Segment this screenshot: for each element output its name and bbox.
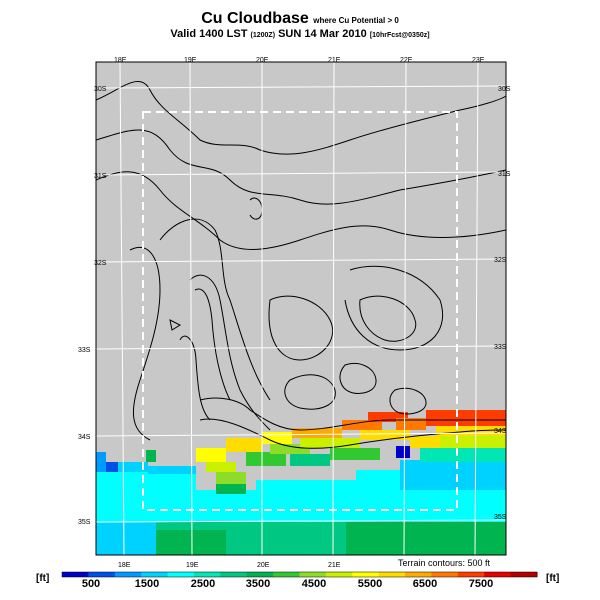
lon-label-top: 18E [114,57,127,64]
lat-label-right: 32S [494,257,507,264]
lon-label-top: 23E [472,57,485,64]
lon-label-bottom: 21E [328,562,341,569]
lon-label-bottom: 18E [118,562,131,569]
lat-label-right: 33S [494,344,507,351]
legend-colorbar [62,572,538,577]
lon-label-bottom: 19E [186,562,199,569]
legend-swatch [114,572,142,577]
legend-label: 6500 [412,578,438,590]
legend-swatch [457,572,485,577]
legend-swatch [484,572,512,577]
legend-swatch [378,572,406,577]
lat-label-left: 30S [94,86,107,93]
lat-label-left: 33S [78,347,91,354]
map-subtitle: Valid 1400 LST (1200Z) SUN 14 Mar 2010 [… [0,28,600,40]
legend-unit-right: [ft] [546,573,560,584]
lat-label-left: 32S [94,260,107,267]
legend-unit-left: [ft] [36,573,50,584]
legend-swatch [141,572,169,577]
legend-swatch [220,572,248,577]
lat-label-left: 35S [78,519,91,526]
lat-label-right: 35S [494,514,507,521]
graticule [95,61,507,556]
title-main: Cu Cloudbase [201,10,309,27]
legend-swatch [510,572,538,577]
subtitle-model: [10hrFcst@0350z] [369,32,430,39]
lon-label-top: 19E [184,57,197,64]
map-title: Cu Cloudbase where Cu Potential > 0 [0,10,600,28]
subtitle-z: (1200Z) [250,32,276,39]
lon-label-top: 20E [256,57,269,64]
legend-swatch [431,572,459,577]
legend-swatch [299,572,327,577]
legend-swatch [193,572,221,577]
legend-swatch [352,572,380,577]
legend-swatch [167,572,195,577]
lat-label-right: 34S [494,428,507,435]
lat-label-right: 30S [498,86,511,93]
legend-swatch [246,572,274,577]
legend-label: 7500 [468,578,494,590]
legend-swatch [88,572,116,577]
cloudbase-cells [96,410,506,555]
legend-label: 5500 [357,578,383,590]
subtitle-valid: Valid 1400 LST [170,28,248,40]
legend-label: 500 [81,578,101,590]
legend-swatch [62,572,89,577]
lon-label-bottom: 20E [257,562,270,569]
terrain-contours [95,80,507,449]
title-sub: where Cu Potential > 0 [313,16,399,25]
lat-label-left: 31S [94,173,107,180]
terrain-contours-note: Terrain contours: 500 ft [398,558,491,568]
legend-label: 3500 [245,578,271,590]
legend-label: 4500 [301,578,327,590]
legend-label: 1500 [134,578,160,590]
map-border [95,61,507,556]
lon-label-top: 21E [328,57,341,64]
legend-swatch [273,572,300,577]
legend-label: 2500 [190,578,216,590]
lon-label-top: 22E [400,57,413,64]
inner-domain-box [142,111,458,511]
legend-swatch [405,572,432,577]
legend-swatch [325,572,353,577]
subtitle-date: SUN 14 Mar 2010 [278,28,367,40]
lat-label-right: 31S [498,171,511,178]
lat-label-left: 34S [78,434,91,441]
